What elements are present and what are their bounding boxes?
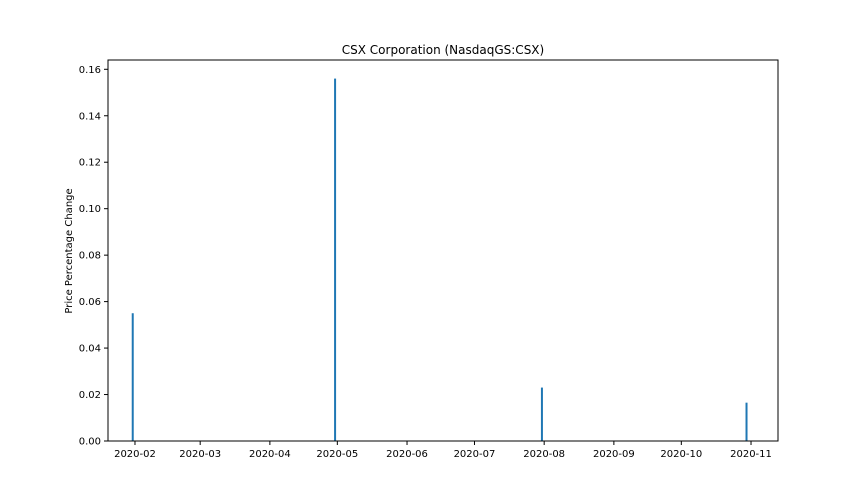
bar-2020-07-31 (540, 387, 543, 441)
x-tick-label: 2020-06 (386, 449, 428, 460)
y-tick-label: 0.02 (79, 390, 101, 401)
y-tick-label: 0.08 (79, 251, 101, 262)
y-tick-label: 0.00 (79, 437, 101, 448)
x-tick-label: 2020-09 (593, 449, 635, 460)
plot-frame (107, 59, 779, 442)
y-axis-label: Price Percentage Change (64, 188, 75, 313)
y-tick-label: 0.06 (79, 297, 101, 308)
y-tick-label: 0.10 (79, 204, 101, 215)
x-tick-label: 2020-04 (249, 449, 291, 460)
x-tick-label: 2020-10 (660, 449, 702, 460)
x-tick-label: 2020-05 (316, 449, 358, 460)
x-tick-label: 2020-03 (179, 449, 221, 460)
y-tick-label: 0.04 (79, 344, 101, 355)
bar-2020-01-31 (131, 313, 134, 441)
y-tick-label: 0.14 (79, 111, 101, 122)
y-tick-label: 0.12 (79, 158, 101, 169)
chart-title: CSX Corporation (NasdaqGS:CSX) (342, 43, 544, 57)
bar-2020-04-30 (334, 78, 337, 441)
x-tick-label: 2020-07 (454, 449, 496, 460)
bar-2020-10-30 (745, 402, 748, 441)
x-tick-label: 2020-02 (114, 449, 156, 460)
y-tick-label: 0.16 (79, 65, 101, 76)
plot-area: 0.00 0.02 0.04 0.06 0.08 0.10 0.12 0.14 0.16 2020… (79, 59, 779, 460)
x-tick-label: 2020-11 (730, 449, 772, 460)
x-tick-label: 2020-08 (523, 449, 565, 460)
